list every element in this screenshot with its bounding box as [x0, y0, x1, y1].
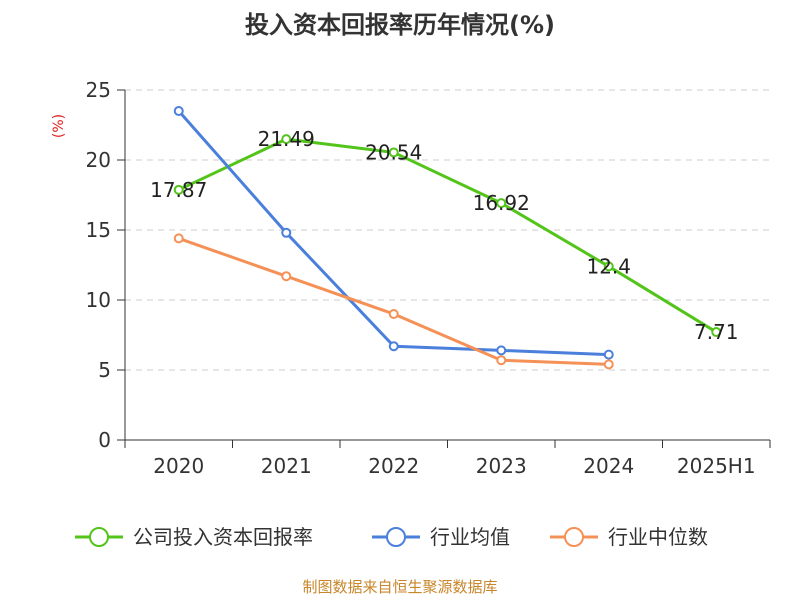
data-label: 12.4	[586, 254, 631, 278]
x-tick-label: 2025H1	[677, 454, 756, 478]
y-tick-label: 20	[86, 148, 111, 172]
data-point	[173, 233, 184, 244]
data-point	[173, 106, 184, 116]
x-tick-label: 2024	[583, 454, 634, 478]
legend-label: 公司投入资本回报率	[133, 525, 313, 549]
x-tick-label: 2023	[476, 454, 527, 478]
data-labels: 17.87 21.49 20.54 16.92 12.4 7.71	[150, 127, 738, 344]
series-lines	[173, 106, 722, 370]
legend-item[interactable]: 行业中位数	[550, 525, 708, 549]
legend-item[interactable]: 公司投入资本回报率	[75, 525, 313, 549]
legend-label: 行业均值	[430, 525, 510, 549]
x-tick-label: 2021	[261, 454, 312, 478]
axes: 0 5 10 15 20 25 2020 2021 2022 2023 2024 2025H1	[86, 78, 771, 478]
legend-item[interactable]: 行业均值	[372, 525, 510, 549]
data-point	[711, 327, 722, 338]
series-line	[178, 137, 718, 334]
data-point	[173, 184, 184, 195]
y-tick-label: 5	[98, 358, 111, 382]
data-label: 17.87	[150, 178, 207, 202]
data-point	[603, 349, 614, 360]
data-label: 21.49	[258, 127, 315, 151]
data-point	[496, 345, 507, 356]
data-point	[388, 341, 399, 352]
data-point	[388, 309, 399, 319]
data-point	[496, 355, 507, 366]
grid-lines	[125, 89, 770, 371]
data-label: 7.71	[694, 320, 739, 344]
data-point	[496, 198, 507, 209]
y-tick-label: 10	[86, 288, 111, 312]
data-point	[281, 227, 292, 238]
data-label: 16.92	[473, 191, 530, 215]
data-point	[603, 261, 614, 272]
data-point	[603, 359, 614, 370]
x-tick-label: 2020	[153, 454, 204, 478]
data-point	[388, 147, 399, 158]
legend-marker	[386, 527, 406, 547]
source-note: 制图数据来自恒生聚源数据库	[302, 578, 497, 596]
y-tick-label: 0	[98, 428, 111, 452]
chart-title: 投入资本回报率历年情况(%)	[245, 11, 555, 39]
y-axis-unit: (%)	[51, 114, 67, 138]
data-label: 20.54	[365, 140, 422, 164]
legend[interactable]: 公司投入资本回报率 行业均值 行业中位数	[75, 525, 708, 549]
legend-label: 行业中位数	[608, 525, 708, 549]
data-point	[281, 134, 292, 145]
x-tick-label: 2022	[368, 454, 419, 478]
y-tick-label: 15	[86, 218, 111, 242]
legend-marker	[564, 527, 584, 547]
y-tick-label: 25	[86, 78, 111, 102]
legend-marker	[89, 527, 109, 547]
data-point	[281, 271, 292, 282]
